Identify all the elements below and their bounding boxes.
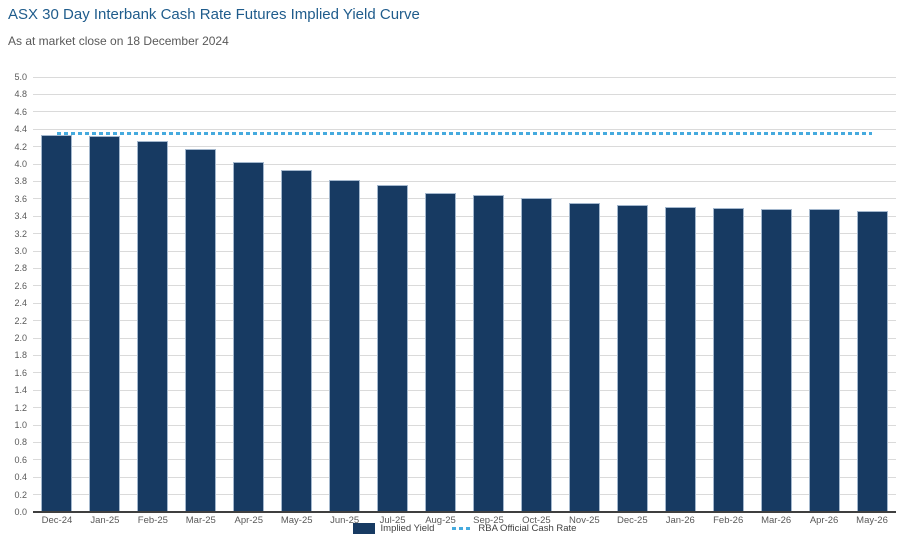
x-tick-label: Oct-25: [522, 515, 551, 526]
x-tick-label: Aug-25: [425, 515, 456, 526]
x-tick-label: Feb-26: [713, 515, 744, 526]
x-tick-label: May-25: [280, 515, 313, 526]
x-tick-label: Mar-25: [185, 515, 216, 526]
x-tick-label: Apr-25: [234, 515, 263, 526]
y-tick-label: 0.6: [14, 454, 27, 465]
x-tick-label: Jan-26: [665, 515, 695, 526]
y-tick-label: 0.8: [14, 437, 27, 448]
x-tick-label: Sep-25: [473, 515, 504, 526]
gridline: [33, 337, 896, 339]
implied-yield-swatch-icon: [352, 523, 375, 534]
y-tick-label: 2.8: [14, 263, 27, 274]
x-tick-label: Feb-25: [137, 515, 168, 526]
page-title: ASX 30 Day Interbank Cash Rate Futures I…: [8, 6, 420, 23]
y-tick-label: 1.0: [14, 420, 27, 430]
bar-aug-25: [425, 192, 457, 512]
bar-jul-25: [377, 184, 409, 512]
gridline: [33, 320, 896, 322]
gridline: [33, 163, 896, 165]
gridline: [33, 93, 896, 95]
y-tick-label: 1.8: [14, 350, 27, 361]
gridline: [33, 111, 896, 113]
y-tick-label: 0.0: [14, 507, 27, 517]
bar-feb-26: [712, 208, 744, 512]
x-tick-label: Mar-26: [761, 515, 792, 526]
gridline: [33, 407, 896, 409]
y-tick-label: 2.0: [14, 333, 27, 343]
gridline: [33, 354, 896, 356]
bar-dec-24: [41, 135, 73, 512]
y-tick-label: 0.2: [14, 489, 27, 500]
gridline: [33, 459, 896, 461]
bar-may-25: [281, 170, 313, 512]
gridline: [33, 128, 896, 130]
gridline: [33, 424, 896, 426]
y-tick-label: 1.2: [14, 402, 27, 413]
bar-oct-25: [520, 197, 552, 512]
x-tick-label: Jul-25: [379, 515, 406, 526]
gridline: [33, 285, 896, 287]
y-tick-label: 4.8: [14, 89, 27, 100]
y-tick-label: 3.0: [14, 246, 27, 256]
bar-nov-25: [568, 203, 600, 512]
x-tick-label: May-26: [856, 515, 888, 526]
x-tick-label: Nov-25: [569, 515, 600, 526]
gridline: [33, 233, 896, 235]
bar-jun-25: [329, 179, 361, 512]
bar-jan-25: [89, 136, 121, 512]
bar-jan-26: [664, 206, 696, 512]
y-tick-label: 4.4: [14, 124, 27, 135]
page-subtitle: As at market close on 18 December 2024: [8, 34, 229, 48]
y-tick-label: 2.2: [14, 315, 27, 326]
y-tick-label: 0.4: [14, 472, 27, 483]
gridline: [33, 476, 896, 478]
y-tick-label: 5.0: [14, 72, 27, 82]
y-tick-label: 3.2: [14, 228, 27, 239]
y-tick-label: 2.6: [14, 280, 27, 291]
bar-may-26: [856, 210, 888, 512]
gridline: [33, 215, 896, 217]
x-axis-line: [33, 511, 896, 513]
gridline: [33, 372, 896, 374]
bar-sep-25: [472, 195, 504, 512]
y-tick-label: 4.0: [14, 159, 27, 169]
gridline: [33, 76, 896, 78]
gridline: [33, 198, 896, 200]
x-tick-label: Apr-26: [809, 515, 839, 526]
bar-dec-25: [616, 204, 648, 512]
y-tick-label: 3.6: [14, 193, 27, 204]
bar-mar-25: [185, 149, 217, 512]
gridline: [33, 302, 896, 304]
y-tick-label: 4.2: [14, 141, 27, 152]
gridline: [33, 250, 896, 252]
y-tick-label: 1.6: [14, 367, 27, 378]
gridline: [33, 180, 896, 182]
y-tick-label: 3.4: [14, 211, 27, 222]
gridline: [33, 389, 896, 391]
bar-apr-25: [233, 162, 265, 512]
x-tick-label: Jan-25: [90, 515, 120, 526]
x-tick-label: Jun-25: [330, 515, 360, 526]
bar-feb-25: [137, 140, 169, 512]
rba-cash-rate-dashed-line-icon: [452, 527, 473, 530]
y-tick-label: 3.8: [14, 176, 27, 187]
y-tick-label: 4.6: [14, 106, 27, 117]
x-tick-label: Dec-25: [616, 515, 648, 526]
gridline: [33, 146, 896, 148]
legend-rba-cash-rate-label: RBA Official Cash Rate: [478, 523, 577, 534]
gridline: [33, 441, 896, 443]
legend-implied-yield-label: Implied Yield: [380, 523, 435, 534]
y-tick-label: 1.4: [14, 385, 27, 396]
gridline: [33, 494, 896, 496]
chart-legend: Implied Yield RBA Official Cash Rate: [33, 523, 896, 534]
rba-cash-rate-line: [56, 132, 873, 136]
bar-mar-26: [760, 209, 792, 512]
bar-apr-26: [808, 209, 840, 512]
gridline: [33, 267, 896, 269]
x-tick-label: Dec-24: [41, 515, 73, 526]
y-tick-label: 2.4: [14, 298, 27, 309]
